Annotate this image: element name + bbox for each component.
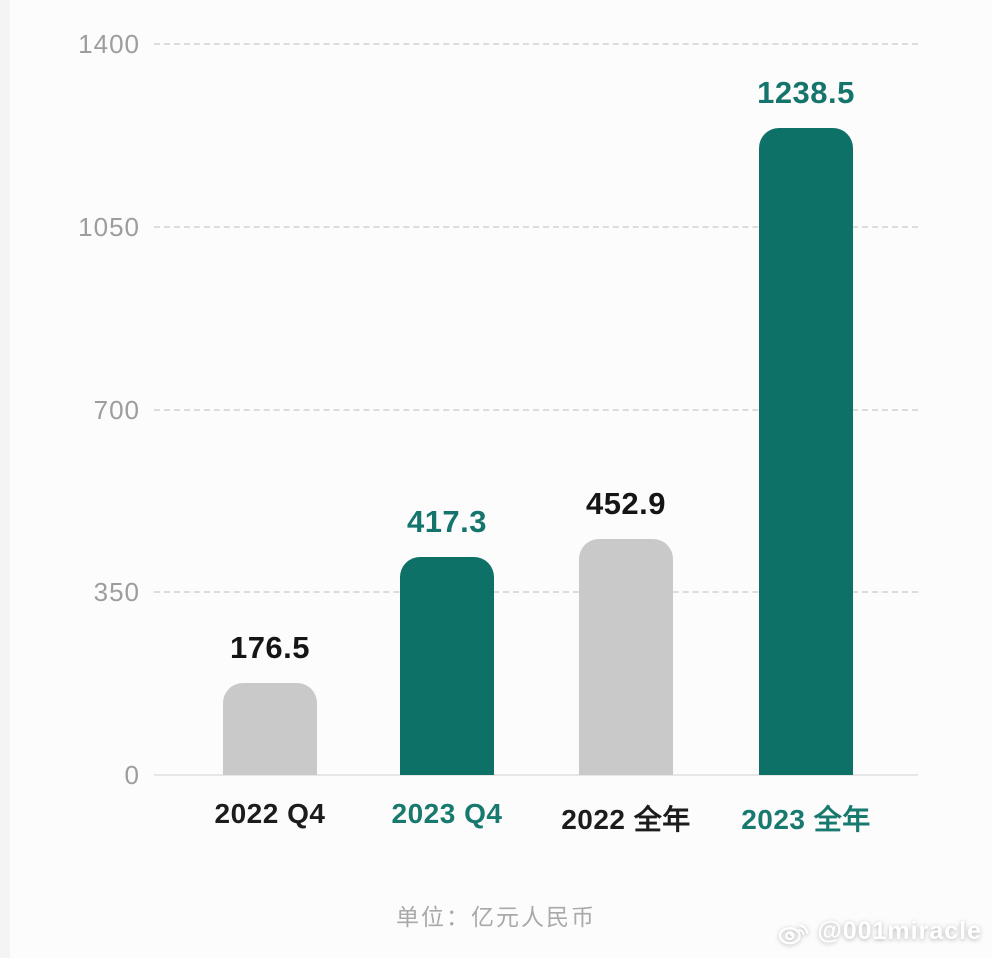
watermark: @001miracle xyxy=(777,916,982,946)
watermark-handle: @001miracle xyxy=(817,916,982,945)
weibo-icon xyxy=(777,916,811,946)
bar-2023 Q4 xyxy=(400,557,494,775)
y-tick-label: 1400 xyxy=(78,29,140,59)
x-axis-label: 2023 Q4 xyxy=(391,798,503,829)
gridline xyxy=(154,591,918,594)
gridline xyxy=(154,408,918,411)
x-axis-label: 2022 Q4 xyxy=(214,798,326,829)
unit-note: 单位：亿元人民币 xyxy=(396,904,596,930)
x-axis-baseline xyxy=(154,774,918,776)
bar-value-label: 417.3 xyxy=(406,504,488,540)
x-axis-label: 2023 全年 xyxy=(741,804,871,835)
x-axis-label: 2022 全年 xyxy=(561,804,691,835)
y-tick-label: 1050 xyxy=(78,211,140,242)
y-tick-label: 0 xyxy=(124,760,140,790)
bar-value-label: 452.9 xyxy=(585,485,667,521)
bar-2023 全年 xyxy=(759,128,853,775)
bar-2022 Q4 xyxy=(223,682,317,775)
y-tick-label: 700 xyxy=(93,394,140,425)
bar-2022 全年 xyxy=(579,538,673,775)
page-edge-shade xyxy=(0,0,10,958)
bar-value-label: 176.5 xyxy=(229,629,311,665)
gridline xyxy=(154,43,918,45)
bar-value-label: 1238.5 xyxy=(757,75,855,111)
y-tick-label: 350 xyxy=(93,577,140,608)
gridline xyxy=(154,225,918,228)
